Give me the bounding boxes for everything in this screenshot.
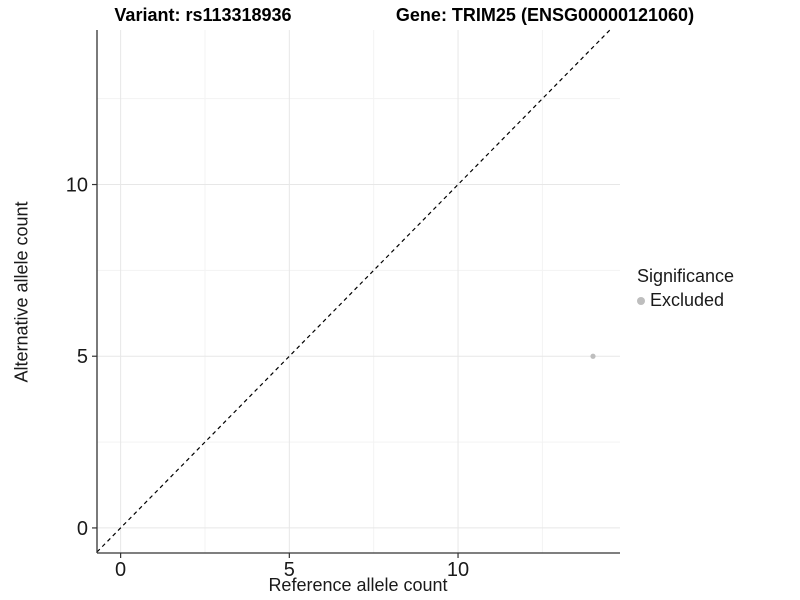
x-tick-label: 10 xyxy=(447,559,469,581)
x-tick-label: 0 xyxy=(115,559,126,581)
y-tick-label: 10 xyxy=(66,175,88,197)
x-tick-label: 5 xyxy=(284,559,295,581)
data-point xyxy=(590,353,596,359)
legend-item-excluded: Excluded xyxy=(637,290,734,311)
variant-title: Variant: rs113318936 xyxy=(114,5,292,25)
y-axis-label: Alternative allele count xyxy=(11,201,32,383)
gene-title: Gene: TRIM25 (ENSG00000121060) xyxy=(395,5,695,25)
legend: Significance Excluded xyxy=(637,266,734,311)
y-tick-label: 0 xyxy=(77,518,88,540)
legend-title: Significance xyxy=(637,266,735,286)
legend-item-label: Excluded xyxy=(650,290,725,310)
legend-key-circle-icon xyxy=(637,296,645,305)
x-axis-label: Reference allele count xyxy=(268,575,448,595)
y-tick-label: 5 xyxy=(77,346,88,368)
identity-line xyxy=(96,29,611,553)
